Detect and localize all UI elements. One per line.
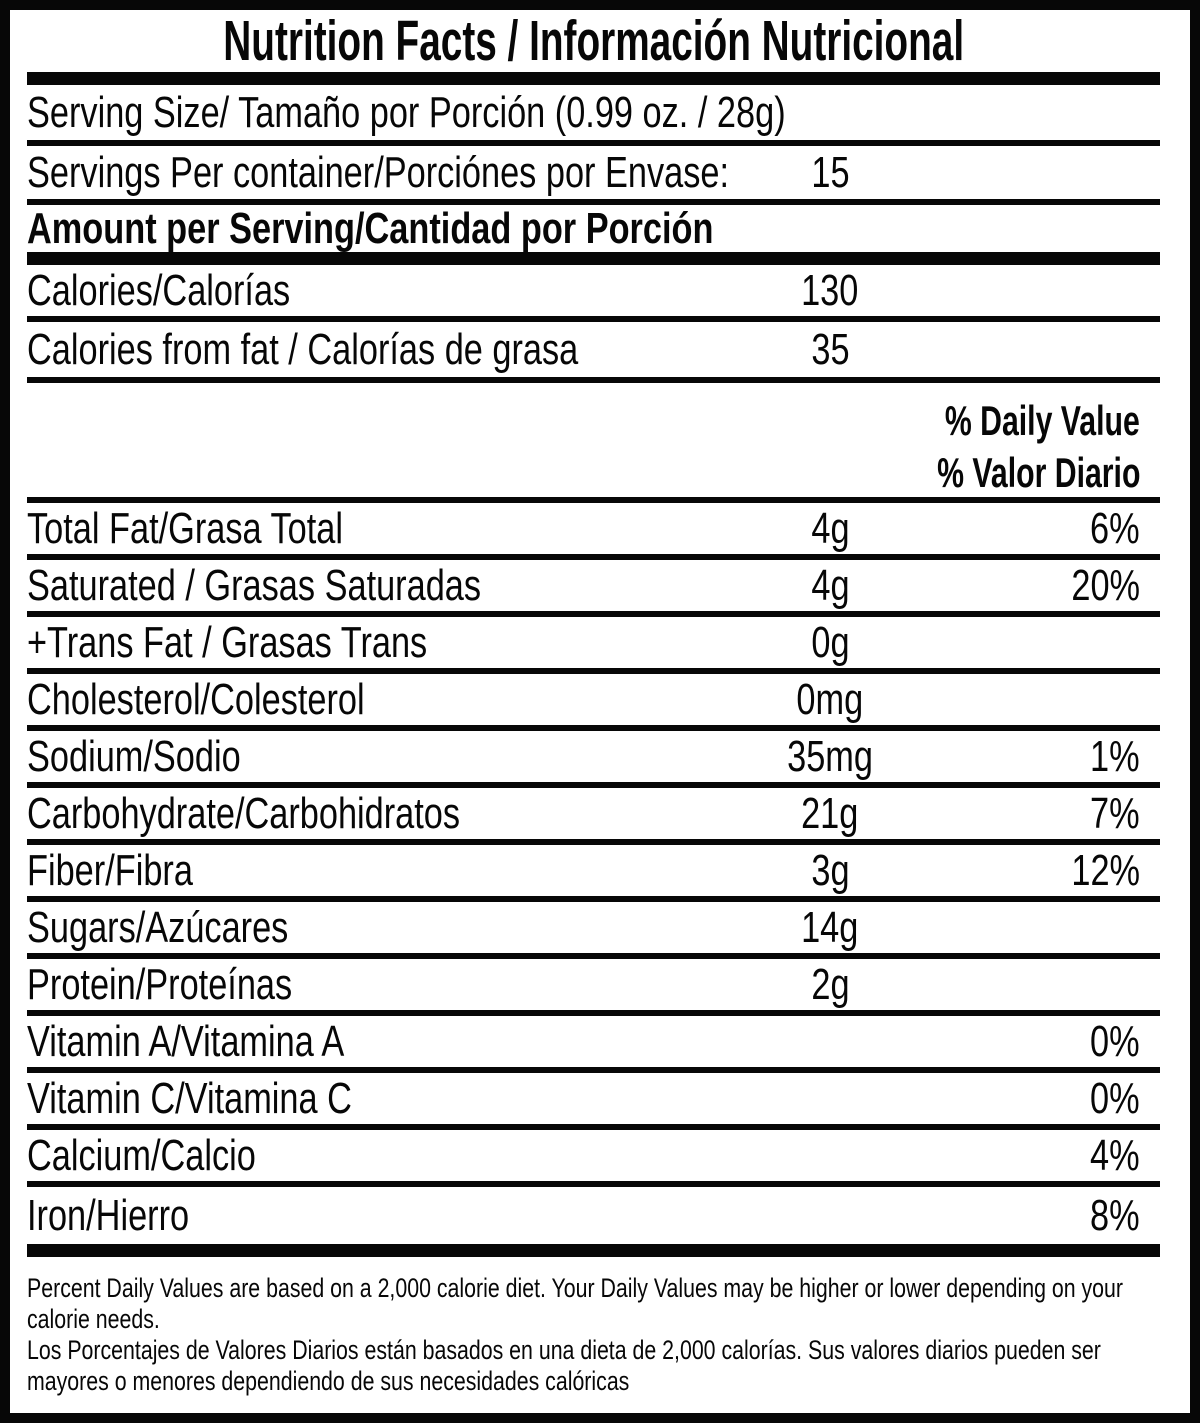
nutrient-row-vitamin-a: Vitamin A/Vitamina A 0%	[27, 1016, 1160, 1073]
nutrient-amount: 2g	[810, 959, 850, 1009]
nutrient-dv	[960, 903, 1160, 953]
calories-from-fat-value: 35	[810, 324, 850, 374]
nutrient-label: Protein/Proteínas	[27, 959, 293, 1009]
nutrient-row-total-fat: Total Fat/Grasa Total 4g 6%	[27, 503, 1160, 560]
nutrient-label: +Trans Fat / Grasas Trans	[27, 617, 428, 667]
calories-from-fat-row: Calories from fat / Calorías de grasa 35	[27, 322, 1160, 383]
nutrient-label: Cholesterol/Colesterol	[27, 674, 365, 724]
nutrient-row-cholesterol: Cholesterol/Colesterol 0mg	[27, 674, 1160, 731]
nutrient-amount: 4g	[810, 560, 850, 610]
nutrient-amount	[700, 1074, 960, 1124]
amount-divider-bar	[27, 252, 1160, 265]
nutrient-row-sodium: Sodium/Sodio 35mg 1%	[27, 731, 1160, 788]
calories-label: Calories/Calorías	[27, 265, 291, 315]
amount-per-serving-label: Amount per Serving/Cantidad por Porción	[27, 203, 714, 253]
serving-size-row: Serving Size/ Tamaño por Porción (0.99 o…	[27, 85, 1160, 146]
nutrient-amount	[700, 1017, 960, 1067]
nutrient-row-iron: Iron/Hierro 8%	[27, 1187, 1160, 1244]
daily-value-header: % Daily Value % Valor Diario	[27, 383, 1160, 503]
nutrient-label: Calcium/Calcio	[27, 1130, 256, 1180]
nutrient-dv: 6%	[1090, 503, 1140, 553]
nutrient-dv: 1%	[1090, 731, 1140, 781]
footnote-es-line-1: Los Porcentajes de Valores Diarios están…	[27, 1335, 1101, 1365]
nutrient-dv: 12%	[1071, 845, 1140, 895]
serving-size-label: Serving Size/ Tamaño por Porción (0.99 o…	[27, 87, 786, 137]
nutrient-dv	[960, 960, 1160, 1010]
nutrient-amount: 3g	[810, 845, 850, 895]
nutrient-amount	[700, 1131, 960, 1181]
footnote-es-line-2: mayores o menores dependiendo de sus nec…	[27, 1366, 630, 1396]
calories-value: 130	[801, 265, 859, 315]
footnote-divider-bar	[27, 1244, 1160, 1257]
nutrient-row-fiber: Fiber/Fibra 3g 12%	[27, 845, 1160, 902]
nutrient-dv	[960, 618, 1160, 668]
nutrient-amount: 35mg	[787, 731, 873, 781]
nutrient-amount: 0mg	[796, 674, 864, 724]
nutrient-row-trans-fat: +Trans Fat / Grasas Trans 0g	[27, 617, 1160, 674]
nutrient-dv: 7%	[1090, 788, 1140, 838]
nutrient-amount	[700, 1191, 960, 1241]
nutrient-label: Vitamin A/Vitamina A	[27, 1016, 345, 1066]
servings-per-container-value: 15	[810, 147, 850, 197]
nutrient-label: Total Fat/Grasa Total	[27, 503, 344, 553]
nutrient-amount: 4g	[810, 503, 850, 553]
servings-per-container-row: Servings Per container/Porciónes por Env…	[27, 146, 1160, 205]
daily-value-header-es: % Valor Diario	[936, 449, 1140, 496]
label-title: Nutrition Facts / Información Nutriciona…	[27, 9, 1160, 73]
nutrient-label: Iron/Hierro	[27, 1190, 190, 1240]
footnote-en-line-1: Percent Daily Values are based on a 2,00…	[27, 1273, 1124, 1303]
nutrient-label: Fiber/Fibra	[27, 845, 193, 895]
amount-per-serving-row: Amount per Serving/Cantidad por Porción	[27, 203, 1160, 253]
nutrient-row-protein: Protein/Proteínas 2g	[27, 959, 1160, 1016]
nutrient-label: Vitamin C/Vitamina C	[27, 1073, 352, 1123]
nutrient-row-carbohydrate: Carbohydrate/Carbohidratos 21g 7%	[27, 788, 1160, 845]
nutrient-dv: 0%	[1090, 1016, 1140, 1066]
nutrient-dv	[960, 675, 1160, 725]
nutrient-label: Sugars/Azúcares	[27, 902, 289, 952]
nutrient-label: Saturated / Grasas Saturadas	[27, 560, 482, 610]
calories-row: Calories/Calorías 130	[27, 265, 1160, 322]
footnotes: Percent Daily Values are based on a 2,00…	[27, 1257, 1160, 1413]
daily-value-header-en: % Daily Value	[945, 397, 1140, 444]
nutrient-dv: 0%	[1090, 1073, 1140, 1123]
nutrient-label: Carbohydrate/Carbohidratos	[27, 788, 461, 838]
nutrient-row-sugars: Sugars/Azúcares 14g	[27, 902, 1160, 959]
nutrient-dv: 4%	[1090, 1130, 1140, 1180]
label-title-text: Nutrition Facts / Información Nutriciona…	[223, 9, 964, 73]
nutrient-dv: 8%	[1090, 1190, 1140, 1240]
calories-from-fat-label: Calories from fat / Calorías de grasa	[27, 324, 579, 374]
nutrient-row-vitamin-c: Vitamin C/Vitamina C 0%	[27, 1073, 1160, 1130]
nutrient-amount: 0g	[810, 617, 850, 667]
nutrient-row-calcium: Calcium/Calcio 4%	[27, 1130, 1160, 1187]
title-divider-bar	[27, 72, 1160, 85]
nutrient-amount: 14g	[801, 902, 859, 952]
nutrient-row-saturated-fat: Saturated / Grasas Saturadas 4g 20%	[27, 560, 1160, 617]
servings-per-container-label: Servings Per container/Porciónes por Env…	[27, 147, 730, 197]
nutrient-label: Sodium/Sodio	[27, 731, 241, 781]
nutrient-dv: 20%	[1071, 560, 1140, 610]
footnote-en-line-2: calorie needs.	[27, 1304, 160, 1334]
nutrient-amount: 21g	[801, 788, 859, 838]
